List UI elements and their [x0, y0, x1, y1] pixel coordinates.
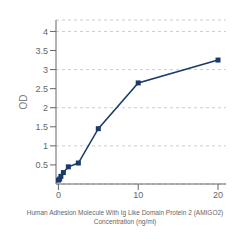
svg-text:0.5: 0.5 — [35, 160, 48, 170]
html-text:Human Adhesion Molecule With I: Human Adhesion Molecule With Ig Like Dom… — [26, 209, 224, 216]
svg-text:1.5: 1.5 — [35, 122, 48, 132]
svg-text:2.5: 2.5 — [35, 84, 48, 94]
svg-text:3.5: 3.5 — [35, 46, 48, 56]
svg-text:10: 10 — [133, 190, 143, 200]
svg-text:20: 20 — [213, 190, 223, 200]
svg-text:4: 4 — [43, 27, 48, 37]
svg-text:0: 0 — [56, 190, 61, 200]
html-text:Concentration (ng/ml): Concentration (ng/ml) — [93, 218, 157, 225]
svg-text:3: 3 — [43, 65, 48, 75]
svg-text:2: 2 — [43, 103, 48, 113]
svg-text:1: 1 — [43, 141, 48, 151]
svg-text:OD: OD — [18, 95, 29, 110]
